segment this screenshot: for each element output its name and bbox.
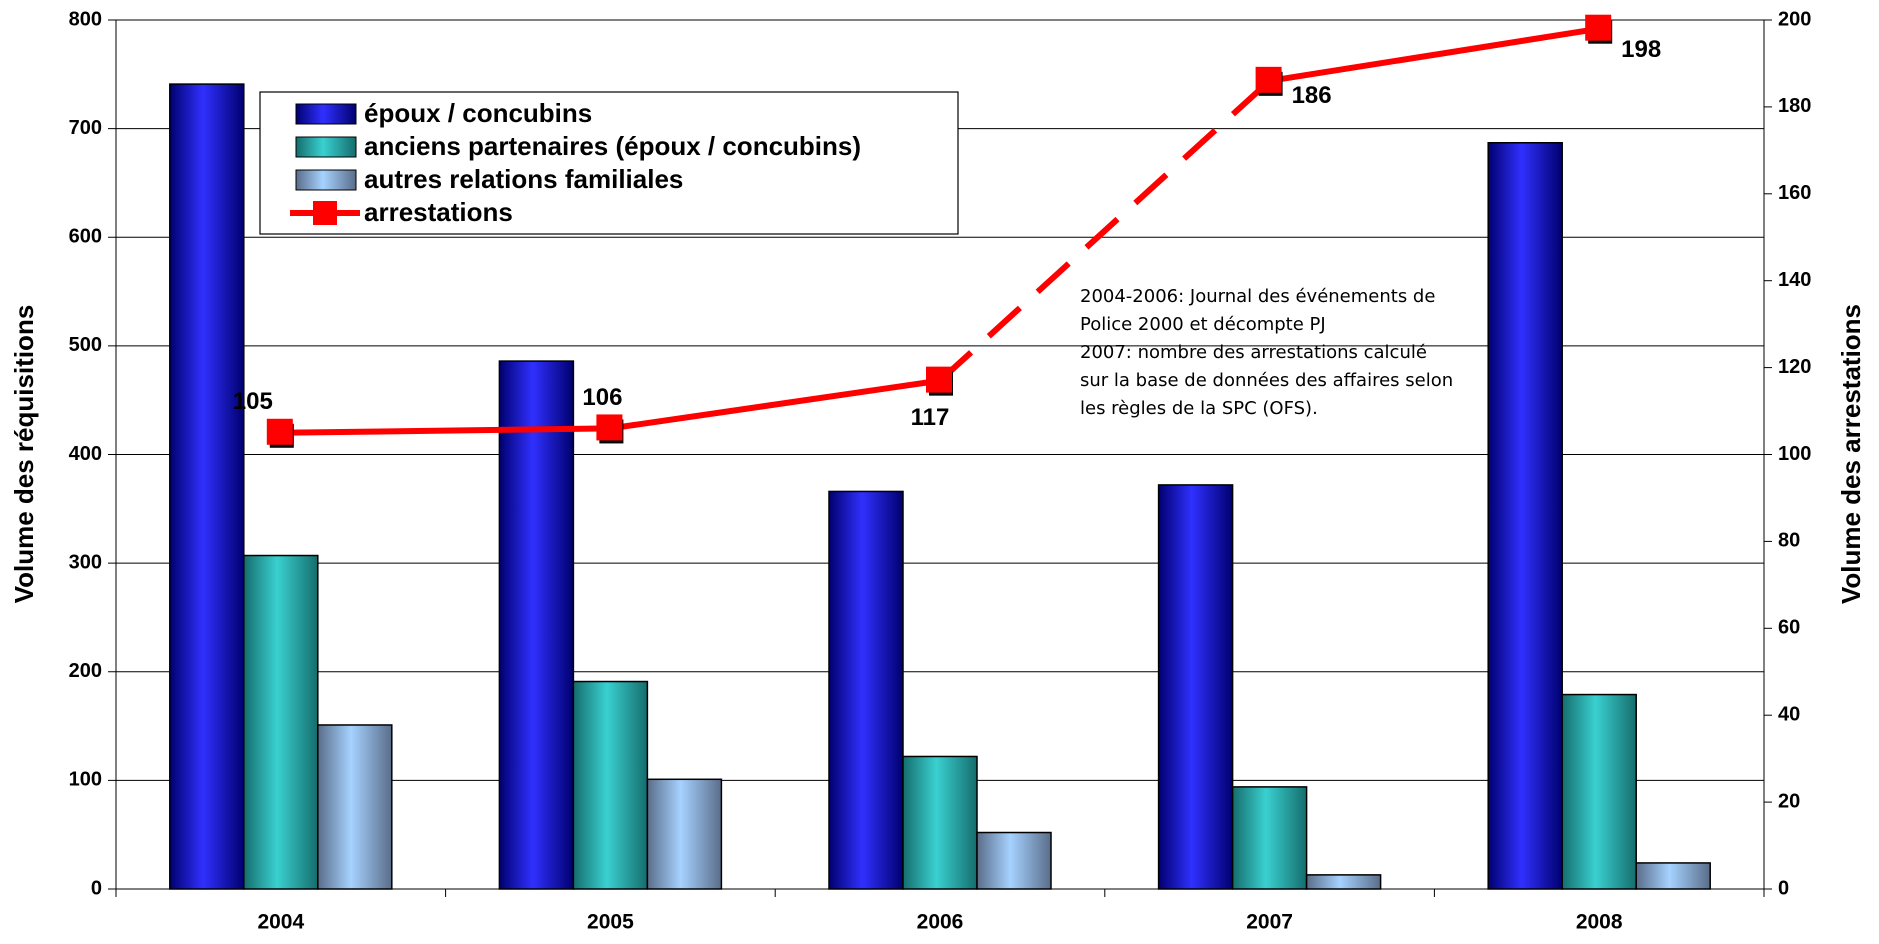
x-tick-label: 2005: [587, 911, 634, 934]
marker: [1585, 14, 1612, 41]
y2-tick-label: 200: [1778, 8, 1811, 30]
y-tick-label: 500: [69, 334, 102, 356]
bar: [572, 680, 649, 890]
data-label: 106: [582, 384, 622, 411]
x-tick-label: 2006: [917, 911, 964, 934]
data-label: 117: [911, 404, 950, 431]
bar: [317, 724, 393, 890]
marker: [1255, 66, 1282, 93]
bar: [1561, 693, 1637, 890]
y-tick-label: 300: [69, 551, 102, 573]
y-tick-label: 600: [69, 226, 102, 248]
y2-tick-label: 140: [1778, 269, 1811, 291]
marker: [596, 414, 623, 441]
y2-tick-label: 60: [1778, 617, 1800, 639]
y2-tick-label: 0: [1778, 877, 1789, 899]
y-tick-label: 100: [69, 769, 102, 791]
bar: [828, 490, 904, 890]
legend-swatch: [295, 103, 357, 125]
x-tick-label: 2004: [257, 911, 304, 934]
y2-axis-label: Volume des arrestations: [1836, 304, 1866, 604]
annotation: 2007: nombre des arrestations calculé: [1080, 342, 1427, 363]
legend-label: autres relations familiales: [364, 164, 683, 194]
y2-tick-label: 120: [1778, 356, 1811, 378]
bar: [646, 778, 723, 890]
data-label: 186: [1292, 82, 1332, 109]
y-tick-label: 0: [91, 877, 102, 899]
marker: [926, 366, 952, 393]
annotation: 2004-2006: Journal des événements de: [1080, 286, 1435, 307]
annotation: sur la base de données des affaires selo…: [1080, 370, 1453, 391]
bar: [1157, 484, 1234, 890]
line-segment: [937, 78, 1272, 383]
line-segment: [280, 425, 611, 436]
bar: [976, 831, 1052, 890]
bar: [243, 554, 319, 890]
y2-tick-label: 180: [1778, 95, 1811, 117]
annotation: Police 2000 et décompte PJ: [1080, 314, 1326, 335]
bar: [498, 360, 575, 890]
marker: [266, 418, 293, 445]
legend-label: anciens partenaires (époux / concubins): [364, 131, 861, 161]
bar: [902, 755, 978, 890]
data-label: 105: [233, 388, 273, 415]
y-tick-label: 700: [69, 117, 102, 139]
bar: [169, 83, 245, 890]
y-tick-label: 800: [69, 8, 102, 30]
legend-label: époux / concubins: [364, 98, 592, 128]
legend-label: arrestations: [364, 197, 513, 227]
y-axis-label: Volume des réquisitions: [9, 305, 39, 604]
y-tick-label: 200: [69, 660, 102, 682]
x-tick-label: 2008: [1576, 911, 1623, 934]
legend-marker: [313, 201, 337, 225]
bar: [1231, 786, 1308, 890]
bar: [1305, 874, 1382, 890]
bar: [1487, 141, 1563, 890]
line-segment: [609, 377, 941, 432]
line-segment: [1269, 25, 1600, 84]
y2-tick-label: 160: [1778, 182, 1811, 204]
y2-tick-label: 40: [1778, 703, 1800, 725]
data-label: 198: [1621, 36, 1661, 63]
y2-tick-label: 80: [1778, 530, 1800, 552]
x-tick-label: 2007: [1246, 911, 1293, 934]
legend-swatch: [295, 169, 357, 191]
y2-tick-label: 100: [1778, 443, 1811, 465]
annotation: les règles de la SPC (OFS).: [1080, 398, 1318, 419]
y2-tick-label: 20: [1778, 790, 1800, 812]
legend-swatch: [295, 136, 357, 158]
bar: [1635, 862, 1711, 890]
y-tick-label: 400: [69, 443, 102, 465]
legend-box: [259, 91, 959, 235]
